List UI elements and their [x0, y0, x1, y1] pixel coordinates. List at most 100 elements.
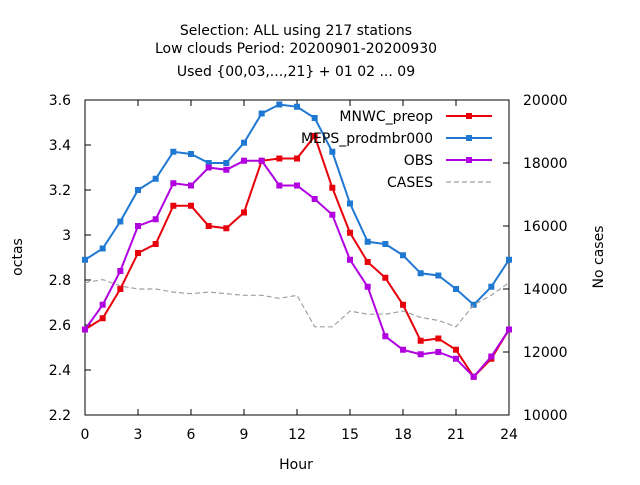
legend-label-obs: OBS [404, 153, 433, 169]
data-point-mnwc-preop [152, 241, 159, 247]
y-axis-label: octas [10, 238, 26, 276]
data-point-obs [276, 182, 283, 189]
y2-tick-label: 14000 [523, 282, 568, 298]
data-point-meps-prodmbr000 [188, 151, 194, 157]
data-point-obs [417, 351, 424, 358]
data-point-obs [152, 216, 159, 223]
data-point-obs [382, 333, 389, 340]
data-point-meps-prodmbr000 [135, 187, 141, 193]
data-point-meps-prodmbr000 [329, 148, 336, 155]
data-point-meps-prodmbr000 [488, 283, 495, 290]
x-tick-label: 9 [240, 427, 249, 443]
y-tick-label: 2.6 [49, 318, 71, 334]
data-point-obs [135, 223, 141, 229]
data-point-mnwc-preop [223, 225, 230, 232]
series-obs [82, 157, 512, 380]
y-tick-label: 3.6 [49, 93, 71, 109]
data-point-mnwc-preop [453, 346, 459, 353]
data-point-mnwc-preop [435, 335, 442, 342]
data-point-mnwc-preop [135, 250, 141, 256]
series-mnwc-preop [82, 133, 512, 380]
title-line-2: Low clouds Period: 20200901-20200930 [155, 41, 437, 57]
data-point-obs [329, 211, 336, 218]
data-point-mnwc-preop [311, 133, 318, 139]
data-point-mnwc-preop [276, 155, 283, 162]
title-line-3: Used {00,03,...,21} + 01 02 ... 09 [177, 64, 415, 80]
data-point-mnwc-preop [241, 209, 247, 216]
data-point-mnwc-preop [99, 315, 106, 322]
x-axis-label: Hour [279, 457, 313, 473]
x-tick-label: 12 [288, 427, 306, 443]
y-tick-label: 3.2 [49, 183, 71, 199]
data-point-meps-prodmbr000 [117, 218, 124, 225]
data-point-meps-prodmbr000 [417, 270, 424, 277]
legend-marker-meps-prodmbr000 [466, 135, 472, 141]
y2-tick-label: 16000 [523, 219, 568, 235]
legend: MNWC_preop MEPS_prodmbr000 OBS CASES [301, 109, 492, 191]
data-point-obs [294, 182, 300, 189]
data-point-meps-prodmbr000 [276, 101, 283, 108]
data-point-mnwc-preop [347, 229, 353, 236]
series-line-meps-prodmbr000 [84, 103, 510, 307]
data-point-obs [170, 180, 177, 187]
data-point-obs [470, 373, 477, 380]
data-point-meps-prodmbr000 [506, 256, 512, 263]
series-line-mnwc-preop [84, 133, 510, 379]
data-point-obs [82, 326, 88, 333]
axes: 0 3 6 9 12 15 18 21 24 2.2 2.4 2.6 2.8 3 3.2 3.4 3.6 1000… [49, 93, 568, 443]
chart-title: Selection: ALL using 217 stations Low cl… [155, 23, 437, 80]
data-point-mnwc-preop [188, 202, 194, 209]
y-tick-label: 2.2 [49, 408, 71, 424]
data-point-mnwc-preop [364, 259, 371, 265]
data-point-obs [488, 353, 495, 360]
data-point-mnwc-preop [382, 274, 389, 281]
y-tick-label: 3 [62, 228, 71, 244]
y2-tick-label: 18000 [523, 156, 568, 172]
data-point-obs [205, 164, 212, 171]
data-point-meps-prodmbr000 [152, 175, 159, 182]
y-tick-label: 3.4 [49, 138, 71, 154]
data-point-obs [311, 196, 318, 202]
x-tick-label: 21 [447, 427, 465, 443]
data-point-obs [400, 346, 406, 353]
x-tick-label: 6 [187, 427, 196, 443]
data-point-obs [435, 349, 442, 355]
x-tick-label: 24 [500, 427, 518, 443]
title-line-1: Selection: ALL using 217 stations [180, 23, 412, 39]
data-point-meps-prodmbr000 [241, 139, 247, 146]
y2-axis-label: No cases [591, 226, 607, 289]
data-point-mnwc-preop [294, 155, 300, 162]
data-point-meps-prodmbr000 [435, 272, 442, 279]
data-point-obs [347, 256, 353, 263]
data-point-meps-prodmbr000 [205, 160, 212, 166]
y2-tick-label: 20000 [523, 93, 568, 109]
legend-marker-mnwc-preop [466, 113, 472, 119]
data-point-obs [258, 157, 265, 164]
series-layer [82, 101, 512, 380]
data-point-mnwc-preop [170, 202, 177, 209]
data-point-mnwc-preop [205, 223, 212, 229]
series-meps-prodmbr000 [82, 101, 512, 308]
data-point-meps-prodmbr000 [470, 301, 477, 308]
data-point-mnwc-preop [117, 286, 124, 292]
x-tick-label: 15 [341, 427, 359, 443]
data-point-meps-prodmbr000 [453, 286, 459, 292]
data-point-obs [364, 283, 371, 290]
data-point-meps-prodmbr000 [364, 238, 371, 245]
data-point-meps-prodmbr000 [382, 241, 389, 247]
y2-tick-label: 12000 [523, 345, 568, 361]
data-point-meps-prodmbr000 [223, 160, 230, 166]
legend-label-mnwc-preop: MNWC_preop [339, 109, 433, 125]
series-line-cases [84, 278, 510, 328]
y-tick-label: 2.8 [49, 273, 71, 289]
x-tick-label: 3 [134, 427, 143, 443]
data-point-meps-prodmbr000 [82, 256, 88, 263]
legend-marker-obs [466, 157, 472, 163]
data-point-meps-prodmbr000 [347, 200, 353, 207]
data-point-obs [506, 326, 512, 333]
data-point-mnwc-preop [329, 184, 336, 191]
legend-label-meps-prodmbr000: MEPS_prodmbr000 [301, 131, 433, 147]
data-point-meps-prodmbr000 [170, 148, 177, 155]
